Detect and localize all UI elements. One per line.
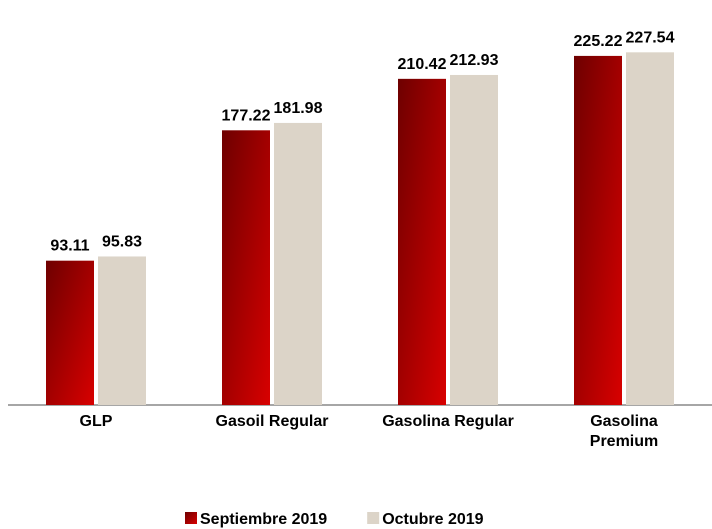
legend-swatch [367, 512, 380, 524]
value-label: 227.54 [626, 29, 675, 46]
bar [398, 78, 446, 405]
x-tick-label: GLP [79, 413, 113, 430]
value-label: 212.93 [450, 52, 499, 69]
value-label: 181.98 [274, 100, 323, 117]
bar [46, 260, 94, 405]
bar [98, 256, 146, 405]
value-label: 225.22 [574, 33, 623, 50]
legend-swatch [185, 512, 197, 524]
x-tick-label: Gasolina Premium [589, 413, 659, 450]
value-label: 210.42 [398, 56, 447, 73]
value-label: 95.83 [102, 233, 142, 250]
x-tick-label: Gasoil Regular [215, 413, 329, 430]
x-tick-label: Gasolina Regular [382, 413, 514, 430]
legend-label: Septiembre 2019 [200, 511, 327, 528]
legend-label: Octubre 2019 [382, 511, 483, 528]
bar [222, 130, 270, 405]
bar [450, 74, 498, 406]
bar [274, 122, 322, 405]
bar [574, 55, 622, 406]
value-label: 93.11 [50, 238, 89, 255]
value-label: 177.22 [222, 107, 271, 124]
bar [626, 52, 674, 406]
